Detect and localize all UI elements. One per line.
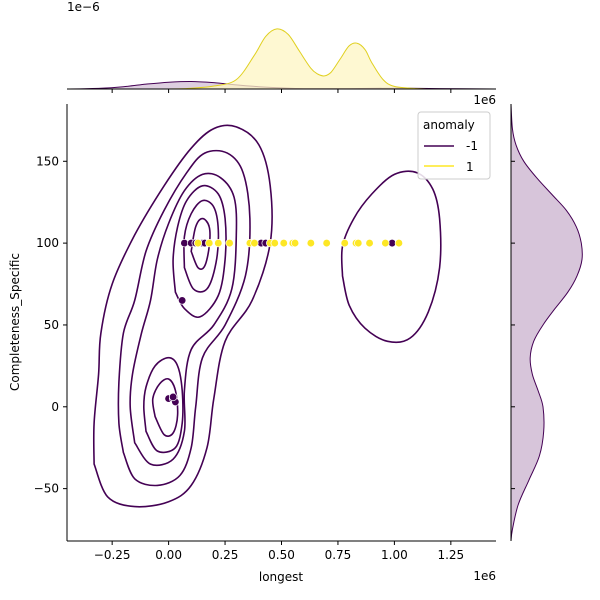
top-kde-fill--1 xyxy=(67,81,496,89)
x-tick-label: 0.25 xyxy=(212,548,239,562)
kde-contour-7 xyxy=(190,217,211,270)
scatter-point-1 xyxy=(340,238,349,248)
legend-label-pos: 1 xyxy=(466,160,474,174)
y-tick-label: −50 xyxy=(34,482,59,496)
x-tick-label: −0.25 xyxy=(94,548,131,562)
y-tick-label: 150 xyxy=(36,154,59,168)
scatter-point-1 xyxy=(205,238,214,248)
scatter-point--1 xyxy=(178,296,187,305)
scatter-point-1 xyxy=(306,238,316,248)
scatter-point-1 xyxy=(214,238,223,248)
top-marginal-kde xyxy=(66,28,497,90)
scatter-point--1 xyxy=(168,392,178,402)
kde-contour-6 xyxy=(183,199,220,293)
scatter-point-1 xyxy=(225,238,234,248)
legend: anomaly -1 1 xyxy=(417,111,491,180)
top-kde-line-1 xyxy=(66,28,497,90)
y-axis-label: Completeness_Specific xyxy=(8,253,22,391)
scatter-point-1 xyxy=(270,238,279,248)
y-tick-label: 0 xyxy=(51,400,59,414)
scatter-point-1 xyxy=(250,238,259,248)
x-tick-label: 0.75 xyxy=(325,548,352,562)
scatter-point-1 xyxy=(381,238,390,248)
kde-contour-5 xyxy=(172,184,227,319)
kde-contour-2 xyxy=(129,172,238,467)
kde-contour-8 xyxy=(340,170,442,344)
x-tick-label: 1.00 xyxy=(381,548,408,562)
scatter-point-1 xyxy=(279,238,288,248)
scatter-point-1 xyxy=(290,238,300,248)
kde-contours xyxy=(92,124,442,508)
scatter-point-1 xyxy=(354,238,363,248)
legend-label-neg: -1 xyxy=(466,139,478,153)
kde-contour-4 xyxy=(151,377,179,437)
x-axis-label: longest xyxy=(259,570,304,584)
right-marginal-kde xyxy=(510,103,583,542)
y-tick-label: 50 xyxy=(44,318,59,332)
y-ticks: −50 0 50 100 150 xyxy=(34,154,515,496)
legend-title: anomaly xyxy=(423,118,475,132)
kde-contour-1 xyxy=(117,149,251,487)
x-tick-label: 0.00 xyxy=(155,548,182,562)
right-kde-fill xyxy=(511,104,583,541)
top-marginal-multiplier: 1e−6 xyxy=(67,0,100,14)
x-tick-label: 0.50 xyxy=(268,548,295,562)
scatter-point-1 xyxy=(193,238,203,248)
scatter-point-1 xyxy=(365,238,374,248)
x-axis-multiplier: 1e6 xyxy=(473,569,496,583)
y-tick-label: 100 xyxy=(36,236,59,250)
scatter-points xyxy=(164,238,404,407)
top-kde-fill-1 xyxy=(67,28,496,90)
x-ticks: −0.25 0.00 0.25 0.50 0.75 1.00 1.25 xyxy=(94,89,464,562)
kde-contour-3 xyxy=(142,356,184,454)
x-tick-label: 1.25 xyxy=(437,548,464,562)
right-kde-line xyxy=(510,103,583,542)
kde-contour-0 xyxy=(92,124,273,508)
right-marginal-multiplier: 1e6 xyxy=(473,93,496,107)
scatter-point-1 xyxy=(322,238,331,248)
scatter-point-1 xyxy=(394,238,404,248)
